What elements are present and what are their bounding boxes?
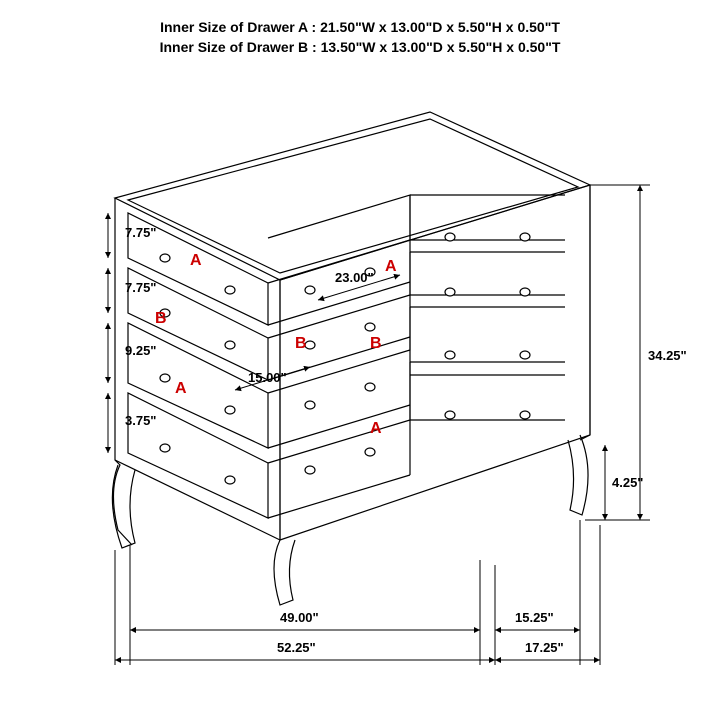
dim-fulldepth: 17.25" <box>525 640 564 655</box>
label-a1: A <box>190 252 202 270</box>
label-a3: A <box>385 258 397 276</box>
dim-fullw: 52.25" <box>277 640 316 655</box>
dim-wb: 15.00" <box>248 370 287 385</box>
label-a4: A <box>370 420 382 438</box>
dim-h4: 3.75" <box>125 413 156 428</box>
label-b2: B <box>295 335 307 353</box>
dim-totalh: 34.25" <box>648 348 687 363</box>
dim-depth: 15.25" <box>515 610 554 625</box>
label-b3: B <box>370 335 382 353</box>
dim-h3: 9.25" <box>125 343 156 358</box>
label-b1: B <box>155 310 167 328</box>
diagram-svg <box>0 0 720 720</box>
label-a2: A <box>175 380 187 398</box>
dim-footh: 4.25" <box>612 475 643 490</box>
dim-h1: 7.75" <box>125 225 156 240</box>
dim-h2: 7.75" <box>125 280 156 295</box>
dim-frontw: 49.00" <box>280 610 319 625</box>
dim-wa: 23.00" <box>335 270 374 285</box>
